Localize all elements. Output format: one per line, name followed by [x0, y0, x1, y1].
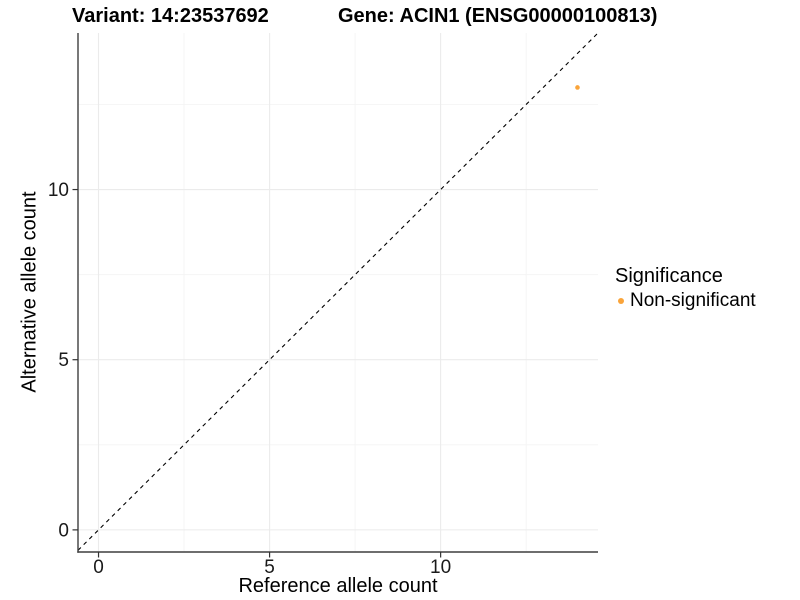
y-tick-label: 0 [58, 520, 69, 541]
x-tick-label: 5 [264, 557, 275, 578]
legend-item-label: Non-significant [630, 290, 756, 311]
x-tick-label: 0 [93, 557, 104, 578]
plot-title-gene: Gene: ACIN1 (ENSG00000100813) [338, 5, 658, 27]
legend-title: Significance [615, 265, 723, 287]
identity-reference-line [77, 32, 599, 551]
legend: Significance Non-significant [615, 265, 756, 312]
legend-item: Non-significant [615, 290, 756, 312]
x-tick-label: 10 [430, 557, 451, 578]
y-tick-label: 5 [58, 350, 69, 371]
y-axis-title: Alternative allele count [18, 191, 41, 393]
legend-marker-icon [618, 298, 624, 304]
plot-title-variant: Variant: 14:23537692 [72, 5, 269, 27]
y-tick-label: 10 [48, 180, 69, 201]
x-axis-title: Reference allele count [238, 575, 438, 597]
data-point [575, 85, 580, 90]
